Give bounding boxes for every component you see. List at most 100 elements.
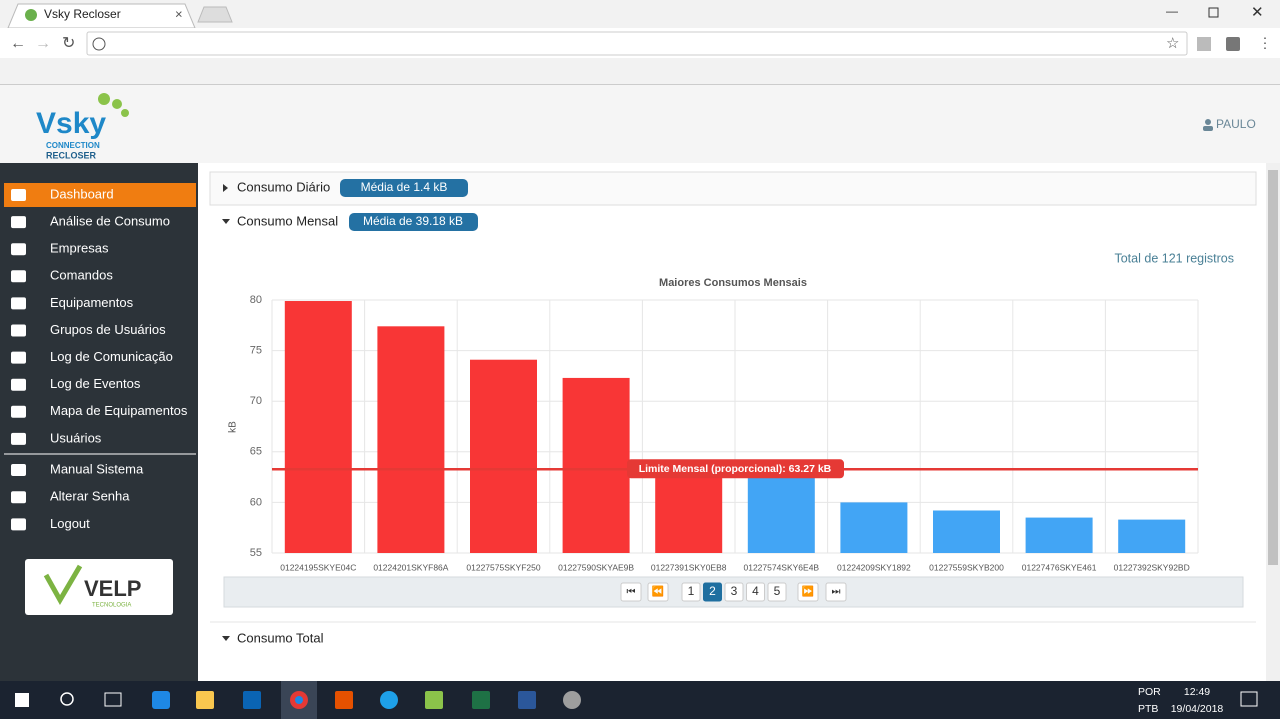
app-icon[interactable] xyxy=(425,691,443,709)
y-tick-label: 55 xyxy=(250,547,262,559)
tab-title: Vsky Recloser xyxy=(44,7,121,21)
bar xyxy=(655,465,723,553)
pager-icon: ⏮ xyxy=(627,587,636,598)
scroll-thumb[interactable] xyxy=(1268,170,1278,565)
reload-button[interactable]: ↻ xyxy=(62,35,75,52)
app-icon[interactable] xyxy=(380,691,398,709)
start-button[interactable] xyxy=(15,693,29,707)
menu-icon xyxy=(11,464,26,476)
app-icon[interactable] xyxy=(152,691,170,709)
language[interactable]: PTB xyxy=(1138,703,1158,715)
menu-icon xyxy=(11,518,26,531)
page-number[interactable]: 4 xyxy=(752,584,759,598)
maximize[interactable] xyxy=(1208,7,1219,18)
app-header xyxy=(0,85,1280,163)
app-icon[interactable] xyxy=(335,691,353,709)
page-button[interactable] xyxy=(767,582,787,602)
forward-button[interactable]: → xyxy=(35,35,51,52)
search-button[interactable] xyxy=(60,692,74,706)
menu: Dashboard Análise de Consumo Empresas Coman… xyxy=(4,183,196,531)
logo-dot xyxy=(121,109,129,117)
new-tab[interactable] xyxy=(197,6,233,23)
sponsor-name: VELP xyxy=(84,576,141,601)
x-tick-label: 01224209SKY1892 xyxy=(837,562,911,572)
badge-text: Média de 39.18 kB xyxy=(363,214,463,228)
menu-item[interactable]: Análise de Consumo xyxy=(50,214,170,229)
menu-item[interactable]: Log de Eventos xyxy=(50,376,141,391)
extension[interactable] xyxy=(1197,37,1211,51)
menu-item[interactable]: Empresas xyxy=(50,241,109,256)
notifications[interactable] xyxy=(1240,691,1258,707)
collapse-arrow xyxy=(223,184,228,192)
bar xyxy=(747,472,815,553)
x-tick-label: 01227559SKYB200 xyxy=(929,562,1004,572)
menu-item[interactable]: Logout xyxy=(50,516,90,531)
menu-item[interactable]: Comandos xyxy=(50,268,113,283)
page-button[interactable] xyxy=(703,582,722,602)
page-number[interactable]: 3 xyxy=(731,584,738,598)
tab-close[interactable]: × xyxy=(175,6,183,21)
menu-item[interactable]: Manual Sistema xyxy=(50,461,144,476)
page-number[interactable]: 5 xyxy=(774,584,781,598)
menu-item[interactable]: Alterar Senha xyxy=(50,489,130,504)
address-bar[interactable] xyxy=(86,31,1188,56)
menu-active xyxy=(4,183,196,207)
task-view[interactable] xyxy=(104,692,122,707)
y-axis-label: kB xyxy=(228,421,239,433)
page-button[interactable] xyxy=(724,582,744,602)
badge xyxy=(349,213,478,231)
panel-title: Consumo Diário xyxy=(237,179,330,194)
app-icon[interactable] xyxy=(472,691,490,709)
y-tick-label: 80 xyxy=(250,294,262,306)
x-tick-label: 01227574SKY6E4B xyxy=(743,562,819,572)
logo: Vsky CONNECTION RECLOSER xyxy=(36,93,129,160)
user-name[interactable]: PAULO xyxy=(1216,117,1256,131)
y-tick-label: 75 xyxy=(250,345,262,357)
app-icon[interactable] xyxy=(243,691,261,709)
language[interactable]: POR xyxy=(1138,686,1161,698)
bar xyxy=(470,359,537,553)
menu-icon xyxy=(11,189,26,201)
chart-title: Maiores Consumos Mensais xyxy=(659,277,807,289)
close[interactable]: ✕ xyxy=(1251,4,1264,21)
menu-button[interactable]: ⋮ xyxy=(1258,35,1272,51)
menu-icon xyxy=(11,216,26,229)
pager-icon: ⏪ xyxy=(652,585,664,598)
badge-text: Média de 1.4 kB xyxy=(361,180,448,194)
page-button[interactable] xyxy=(681,582,701,602)
menu-item[interactable]: Dashboard xyxy=(50,186,114,201)
extension[interactable] xyxy=(1226,37,1240,51)
menu-item[interactable]: Grupos de Usuários xyxy=(50,322,166,337)
back-button[interactable]: ← xyxy=(10,35,26,52)
menu-item[interactable]: Log de Comunicação xyxy=(50,349,173,364)
page-number[interactable]: 2 xyxy=(709,584,716,598)
pagination: ⏮ ⏪ ⏩ ⏭ 1 2 3 4 5 xyxy=(620,582,847,602)
page-number[interactable]: 1 xyxy=(688,584,695,598)
menu-item[interactable]: Equipamentos xyxy=(50,295,134,310)
page-button[interactable] xyxy=(746,582,765,602)
pager-button[interactable] xyxy=(797,582,819,602)
chart: Maiores Consumos Mensais kB 55 60 65 70 75 80 01… xyxy=(228,277,1199,572)
minimize[interactable]: — xyxy=(1166,4,1178,18)
menu-icon xyxy=(11,491,26,504)
panel-title[interactable]: Consumo Total xyxy=(237,630,324,645)
x-tick-label: 01224195SKYE04C xyxy=(280,562,356,572)
app-icon[interactable] xyxy=(518,691,536,709)
pager-button[interactable] xyxy=(620,582,642,602)
pager-button[interactable] xyxy=(825,582,847,602)
menu-item[interactable]: Mapa de Equipamentos xyxy=(50,403,188,418)
app-icon[interactable] xyxy=(563,691,581,709)
panel-title[interactable]: Consumo Mensal xyxy=(237,213,338,228)
limit-label-box xyxy=(627,459,844,479)
menu-item[interactable]: Usuários xyxy=(50,430,102,445)
app-icon-center xyxy=(295,696,303,704)
menu-icon xyxy=(11,270,26,283)
x-tick-label: 01227392SKY92BD xyxy=(1114,562,1190,572)
bar xyxy=(933,510,1000,553)
clock-date[interactable]: 19/04/2018 xyxy=(1171,703,1224,715)
clock-time[interactable]: 12:49 xyxy=(1184,686,1210,698)
bookmark-star[interactable]: ☆ xyxy=(1166,35,1179,52)
app-icon[interactable] xyxy=(196,691,214,709)
pager-button[interactable] xyxy=(647,582,669,602)
info-icon xyxy=(92,37,106,51)
